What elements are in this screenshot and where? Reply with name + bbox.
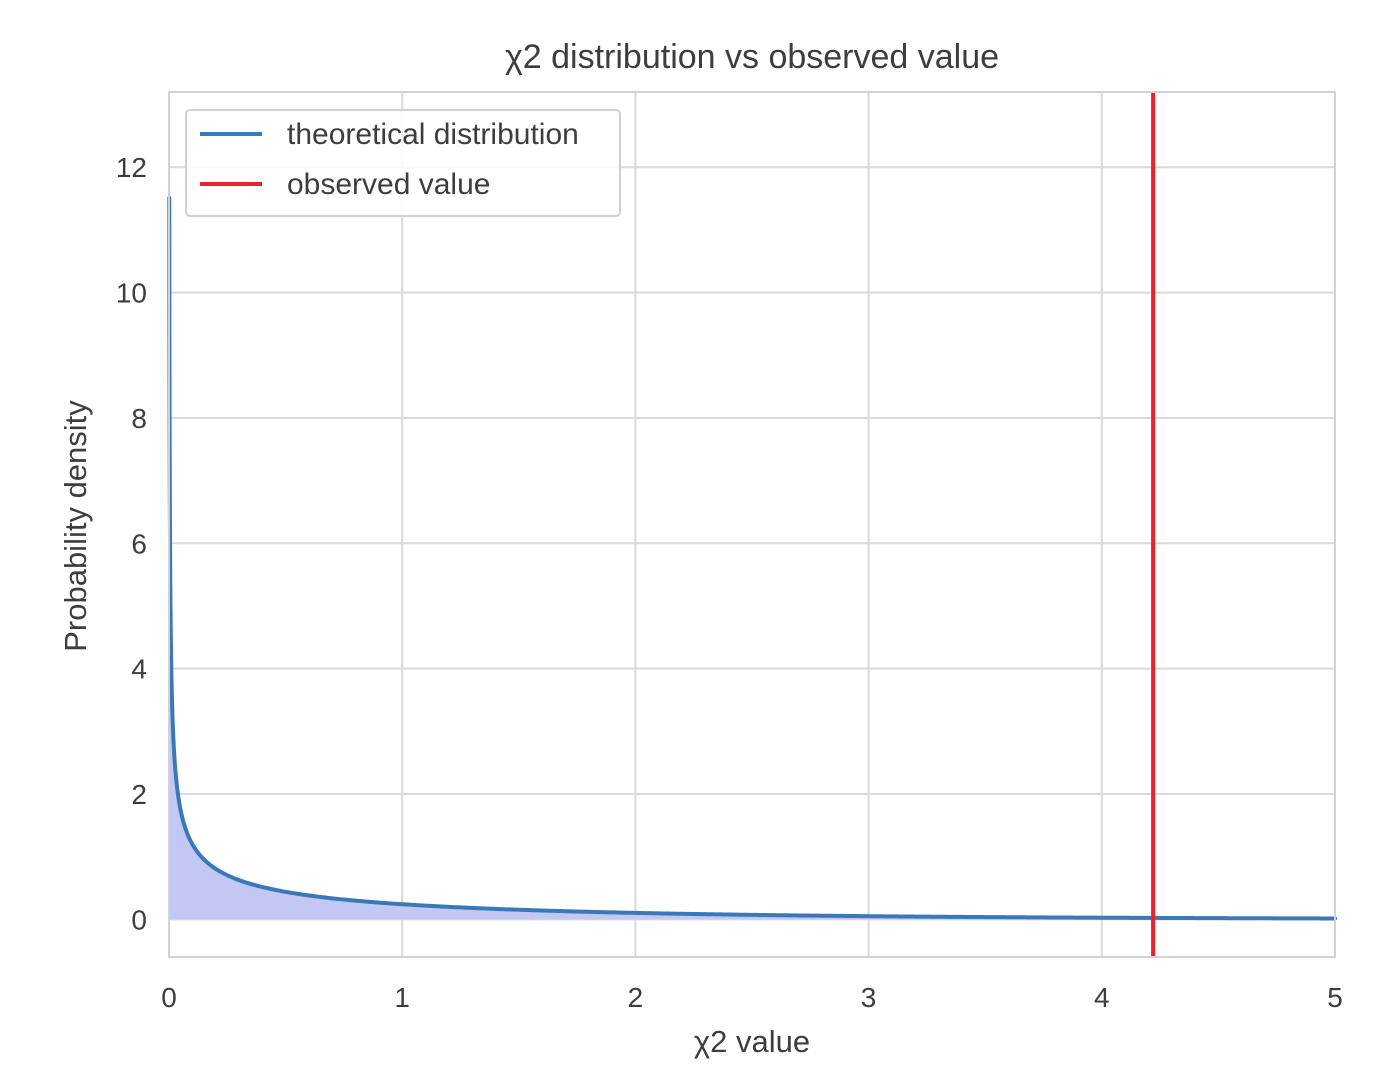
y-axis-label: Probability density — [58, 400, 93, 652]
x-tick-label: 3 — [861, 982, 877, 1013]
chart-title: χ2 distribution vs observed value — [505, 38, 999, 76]
y-tick-label: 6 — [131, 528, 147, 559]
x-tick-label: 0 — [161, 982, 177, 1013]
grid — [168, 92, 1336, 957]
x-tick-label: 5 — [1327, 982, 1343, 1013]
x-axis-label: χ2 value — [694, 1024, 810, 1059]
theoretical-distribution-line — [167, 195, 1337, 921]
y-axis-ticks: 0 2 4 6 8 10 12 — [116, 152, 147, 935]
y-tick-label: 10 — [116, 278, 147, 309]
y-tick-label: 8 — [131, 403, 147, 434]
x-axis-ticks: 0 1 2 3 4 5 — [161, 982, 1343, 1013]
y-tick-label: 12 — [116, 152, 147, 183]
y-tick-label: 0 — [131, 904, 147, 935]
legend-label: theoretical distribution — [287, 118, 579, 151]
x-tick-label: 2 — [628, 982, 644, 1013]
x-tick-label: 1 — [394, 982, 410, 1013]
y-tick-label: 4 — [131, 654, 147, 685]
series-layer — [167, 92, 1337, 957]
legend-box — [185, 109, 621, 217]
legend-label: observed value — [287, 168, 490, 201]
legend: theoretical distribution observed value — [185, 109, 621, 217]
plot-frame — [168, 91, 1336, 958]
x-tick-label: 4 — [1094, 982, 1110, 1013]
y-tick-label: 2 — [131, 779, 147, 810]
